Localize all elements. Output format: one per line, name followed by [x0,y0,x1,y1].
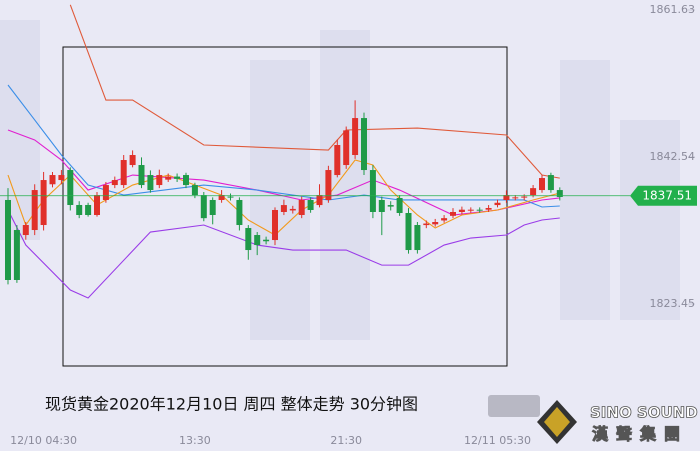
candle-body [85,204,92,215]
caption: 现货黄金2020年12月10日 周四 整体走势 30分钟图 [45,395,418,414]
candle-body [307,199,314,210]
candle-body [343,130,350,166]
candle-body [120,160,127,186]
y-tick-label: 1861.63 [650,3,696,16]
indicator-line [7,84,560,208]
candle-body [272,209,278,241]
candle-body [405,212,412,251]
candle-body [369,170,376,212]
y-tick-label: 1842.54 [650,150,696,163]
indicator-line [7,209,560,299]
candle-body [13,230,20,280]
candle-body [94,195,100,215]
candle-body [22,225,29,236]
candle-body [129,155,136,166]
candle-body [485,207,492,210]
logo-subtitle: 漢聲集團 [592,425,688,444]
candle-body [378,199,385,212]
candle-body [174,176,181,179]
x-tick-label: 13:30 [179,434,211,447]
candle-body [31,190,38,231]
candle-body [476,209,483,211]
x-tick-label: 21:30 [330,434,362,447]
candle-body [209,199,216,215]
candle-body [111,180,118,186]
candle-body [423,223,430,226]
candle-body [547,175,554,191]
candle-body [147,175,154,191]
x-tick-label: 12/10 04:30 [10,434,77,447]
candle-body [5,199,11,280]
candle-body [556,190,563,197]
candle-body [521,196,528,198]
candle-body [316,195,323,206]
last-price-tag [630,185,697,206]
candle-body [334,145,341,176]
logo: SINO SOUND 漢聲集團 [537,400,698,444]
candle-body [245,228,252,251]
candle-body [503,195,510,200]
candle-body [102,185,109,200]
candle-body [76,204,83,215]
candle-body [165,176,172,180]
candle-body [530,188,537,196]
candle-body [138,165,145,186]
candle-body [49,175,56,185]
candle-body [494,202,501,206]
candle-body [183,175,189,186]
candle-body [218,195,225,200]
candle-body [325,170,332,200]
candle-body [40,180,47,226]
last-price-label: 1837.51 [642,189,692,203]
candle-body [200,195,207,219]
candle-body [396,197,403,213]
logo-icon-inner [544,407,570,437]
candle-body [539,178,545,191]
indicator-line [7,159,560,236]
candle-body [467,209,474,211]
x-tick-label: 12/11 05:30 [464,434,531,447]
blurred-block [488,395,540,417]
candle-body [227,196,234,198]
candle-body [236,199,243,226]
candle-body [361,118,367,171]
candle-body [450,211,456,216]
candle-body [387,205,394,207]
candle-body [156,175,163,186]
candle-body [263,239,270,242]
candle-body [67,170,74,205]
candle-body [58,175,65,181]
caption-box [62,46,508,367]
candle-body [352,118,359,156]
candle-body [191,185,198,196]
candle-body [512,197,519,199]
candle-body [441,218,448,221]
candle-body [298,199,305,215]
candle-body [280,205,287,212]
y-tick-label: 1823.45 [650,297,696,310]
candle-body [289,208,296,211]
logo-name: SINO SOUND [590,404,698,422]
candle-body [432,222,439,225]
candle-body [414,225,421,251]
candle-body [458,209,465,212]
candle-body [254,235,261,246]
